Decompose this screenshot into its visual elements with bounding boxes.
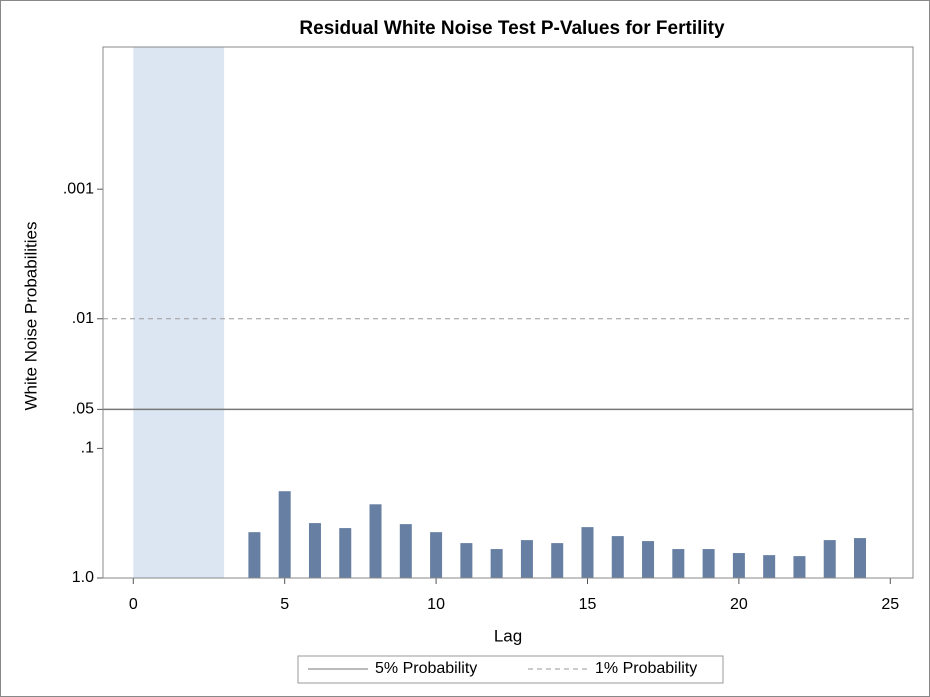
legend-label: 1% Probability (595, 660, 697, 677)
y-tick-label: .1 (81, 440, 94, 457)
bar (248, 532, 261, 578)
bar (823, 540, 836, 578)
x-tick-label: 10 (427, 596, 445, 613)
bar (611, 536, 624, 578)
bar (702, 549, 715, 578)
chart-title: Residual White Noise Test P-Values for F… (299, 18, 725, 39)
bar (308, 523, 321, 578)
x-tick-label: 0 (129, 596, 138, 613)
bar (460, 543, 473, 578)
legend-box (297, 655, 724, 684)
bar (854, 538, 867, 578)
y-tick-label: .001 (63, 180, 94, 197)
bar (672, 549, 685, 578)
bar (763, 555, 776, 578)
y-tick-label: 1.0 (72, 569, 94, 586)
bar (399, 524, 412, 578)
shaded-region (133, 47, 225, 578)
bar (793, 556, 806, 578)
bar (490, 549, 503, 578)
bar (369, 504, 382, 578)
y-tick-label: .05 (72, 401, 94, 418)
x-tick-label: 25 (881, 596, 899, 613)
bar (278, 491, 291, 578)
y-axis-label: White Noise Probabilities (21, 222, 40, 411)
legend-label: 5% Probability (375, 660, 477, 677)
plot-frame (102, 46, 914, 579)
y-tick-label: .01 (72, 310, 94, 327)
bar (581, 527, 594, 578)
bar (339, 528, 352, 578)
bar (642, 541, 655, 578)
bar (551, 543, 564, 578)
bar (732, 553, 745, 578)
x-axis-label: Lag (494, 626, 522, 645)
bar (520, 540, 533, 578)
x-tick-label: 20 (730, 596, 748, 613)
x-tick-label: 15 (579, 596, 597, 613)
x-tick-label: 5 (280, 596, 289, 613)
bar (430, 532, 443, 578)
